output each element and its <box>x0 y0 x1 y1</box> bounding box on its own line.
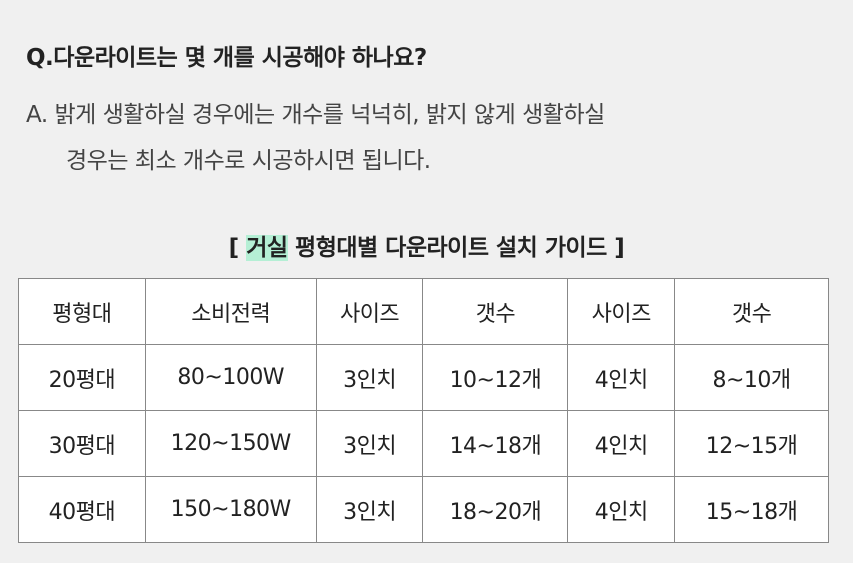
highlight-living-room: 거실 <box>246 235 288 261</box>
bracket-open: [ <box>228 235 247 261</box>
header-cell: 갯수 <box>422 278 569 345</box>
cell: 4인치 <box>567 476 676 543</box>
cell: 3인치 <box>315 410 424 477</box>
header-cell: 평형대 <box>18 278 146 345</box>
cell: 15~18개 <box>674 476 829 543</box>
table-row: 30평대 120~150W 3인치 14~18개 4인치 12~15개 <box>18 410 829 477</box>
cell: 20평대 <box>18 344 146 411</box>
cell: 12~15개 <box>674 410 829 477</box>
table-row: 20평대 80~100W 3인치 10~12개 4인치 8~10개 <box>18 344 829 411</box>
header-cell: 사이즈 <box>567 278 676 345</box>
table-header-row: 평형대 소비전력 사이즈 갯수 사이즈 갯수 <box>18 278 829 345</box>
answer-line-1: A. 밝게 생활하실 경우에는 개수를 넉넉히, 밝지 않게 생활하실 <box>26 102 605 128</box>
guide-title: [ 거실 평형대별 다운라이트 설치 가이드 ] <box>0 228 853 262</box>
header-cell: 사이즈 <box>315 278 424 345</box>
cell: 8~10개 <box>674 344 829 411</box>
cell: 10~12개 <box>422 344 569 411</box>
cell: 14~18개 <box>422 410 569 477</box>
cell: 30평대 <box>18 410 146 477</box>
guide-table: 평형대 소비전력 사이즈 갯수 사이즈 갯수 20평대 80~100W 3인치 … <box>18 278 829 543</box>
cell: 18~20개 <box>422 476 569 543</box>
cell: 150~180W <box>144 476 317 543</box>
cell: 120~150W <box>144 410 317 477</box>
cell: 4인치 <box>567 410 676 477</box>
guide-title-rest: 평형대별 다운라이트 설치 가이드 ] <box>287 235 625 261</box>
cell: 3인치 <box>315 476 424 543</box>
cell: 4인치 <box>567 344 676 411</box>
cell: 40평대 <box>18 476 146 543</box>
table-row: 40평대 150~180W 3인치 18~20개 4인치 15~18개 <box>18 476 829 543</box>
answer-text: A. 밝게 생활하실 경우에는 개수를 넉넉히, 밝지 않게 생활하실 경우는 … <box>26 92 605 184</box>
cell: 3인치 <box>315 344 424 411</box>
answer-line-2: 경우는 최소 개수로 시공하시면 됩니다. <box>66 148 431 174</box>
header-cell: 소비전력 <box>144 278 317 345</box>
cell: 80~100W <box>144 344 317 411</box>
header-cell: 갯수 <box>674 278 829 345</box>
question-heading: Q.다운라이트는 몇 개를 시공해야 하나요? <box>26 45 427 71</box>
